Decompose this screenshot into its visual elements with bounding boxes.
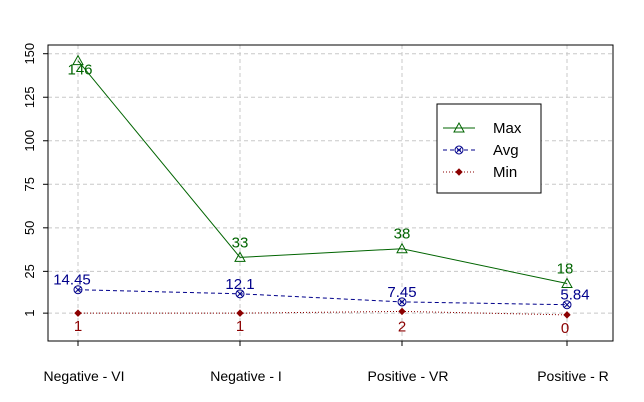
legend: Max Avg Min xyxy=(436,103,542,194)
max-data-label: 38 xyxy=(394,226,411,243)
series-min: 1 1 2 0 xyxy=(74,307,571,337)
y-tick-label: 50 xyxy=(22,221,37,235)
plot-area xyxy=(47,44,614,342)
series-max: 146 33 38 18 xyxy=(67,54,574,289)
y-tick-label: 1 xyxy=(22,310,37,317)
avg-marker-cross xyxy=(455,146,463,154)
max-data-label: 146 xyxy=(67,62,92,79)
min-line xyxy=(78,310,568,316)
min-data-label: 2 xyxy=(398,318,406,335)
avg-marker xyxy=(562,300,572,310)
avg-line xyxy=(77,289,568,306)
max-line xyxy=(77,60,568,285)
min-marker xyxy=(74,309,82,317)
min-marker xyxy=(398,307,406,316)
series-layer: 146 33 38 18 14.45 12.1 7.45 5.84 1 1 2 0 xyxy=(53,54,590,337)
x-tick-label: Negative - VI xyxy=(44,368,125,384)
legend-box xyxy=(436,103,542,194)
avg-marker xyxy=(397,297,407,307)
avg-marker-cross xyxy=(74,286,82,293)
min-data-label: 1 xyxy=(74,318,82,335)
y-tick-label: 150 xyxy=(22,43,37,65)
y-tick-label: 125 xyxy=(22,86,37,108)
y-tick-label: 100 xyxy=(22,130,37,152)
avg-marker xyxy=(73,285,83,295)
max-marker xyxy=(396,242,408,254)
legend-item-avg: Avg xyxy=(443,142,519,159)
max-data-label: 18 xyxy=(557,261,574,278)
avg-data-label: 5.84 xyxy=(560,287,589,304)
grid-lines xyxy=(48,45,613,341)
x-tick-label: Negative - I xyxy=(210,368,282,384)
avg-data-label: 14.45 xyxy=(53,272,91,289)
y-tick-label: 25 xyxy=(22,264,37,278)
min-marker xyxy=(563,311,571,319)
avg-marker-cross xyxy=(563,301,571,308)
legend-label: Min xyxy=(493,164,517,181)
max-marker xyxy=(72,54,84,66)
x-tick-label: Positive - R xyxy=(537,368,609,384)
series-avg: 14.45 12.1 7.45 5.84 xyxy=(53,272,590,310)
max-data-label: 33 xyxy=(232,234,249,251)
min-marker xyxy=(455,168,463,176)
legend-item-min: Min xyxy=(443,164,517,181)
avg-marker-cross xyxy=(398,298,406,306)
x-tick-label: Positive - VR xyxy=(368,368,449,384)
x-axis: Negative - VI Negative - I Positive - VR Po… xyxy=(44,341,609,384)
legend-label: Avg xyxy=(493,142,519,159)
legend-item-max: Max xyxy=(443,120,522,137)
min-marker xyxy=(236,309,244,317)
min-data-label: 0 xyxy=(561,320,569,337)
min-data-label: 1 xyxy=(236,318,244,335)
avg-data-label: 7.45 xyxy=(387,284,416,301)
max-marker xyxy=(234,251,246,262)
avg-marker xyxy=(235,289,245,299)
avg-marker-cross xyxy=(236,290,244,297)
max-marker xyxy=(453,121,465,133)
avg-data-label: 12.1 xyxy=(225,276,254,293)
legend-label: Max xyxy=(493,120,522,137)
y-tick-label: 75 xyxy=(22,177,37,191)
max-marker xyxy=(561,277,573,289)
avg-marker xyxy=(454,145,464,155)
